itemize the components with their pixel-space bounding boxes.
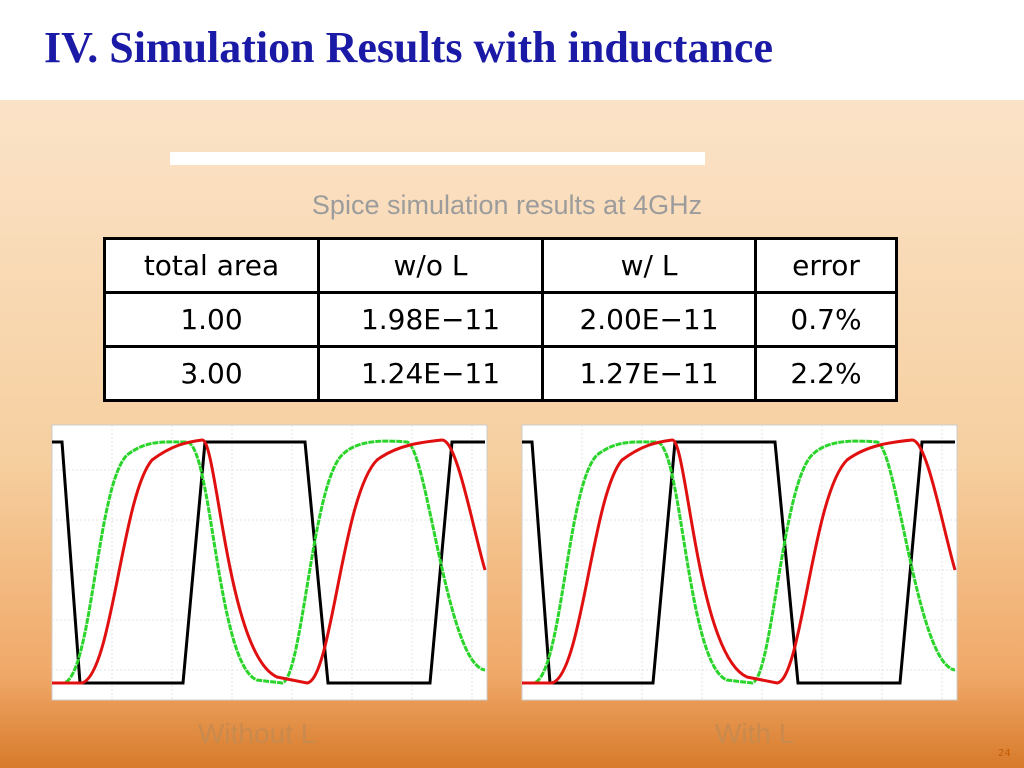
caption: Without L bbox=[198, 718, 317, 749]
header-cell: w/ L bbox=[541, 237, 757, 294]
slide-title: IV. Simulation Results with inductance bbox=[44, 23, 773, 72]
plot-with-l bbox=[520, 423, 959, 702]
header-cell: total area bbox=[103, 237, 320, 294]
cell: 3.00 bbox=[103, 345, 320, 402]
cell: 0.7% bbox=[754, 291, 898, 348]
cell: 1.27E−11 bbox=[541, 345, 757, 402]
cell: 1.00 bbox=[103, 291, 320, 348]
plot-without-l bbox=[50, 423, 489, 702]
cell: 2.00E−11 bbox=[541, 291, 757, 348]
header-cell: error bbox=[754, 237, 898, 294]
table-row: 1.00 1.98E−11 2.00E−11 0.7% bbox=[103, 291, 898, 348]
page-number: 24 bbox=[998, 748, 1011, 759]
table-header: total area w/o L w/ L error bbox=[103, 237, 898, 294]
cell: 1.98E−11 bbox=[317, 291, 544, 348]
subtitle: Spice simulation results at 4GHz bbox=[311, 190, 703, 220]
decor-bar bbox=[170, 152, 705, 165]
caption: With L bbox=[715, 718, 795, 749]
header-cell: w/o L bbox=[317, 237, 544, 294]
results-table: total area w/o L w/ L error 1.00 1.98E−1… bbox=[103, 237, 898, 402]
table-row: 3.00 1.24E−11 1.27E−11 2.2% bbox=[103, 345, 898, 402]
cell: 1.24E−11 bbox=[317, 345, 544, 402]
cell: 2.2% bbox=[754, 345, 898, 402]
